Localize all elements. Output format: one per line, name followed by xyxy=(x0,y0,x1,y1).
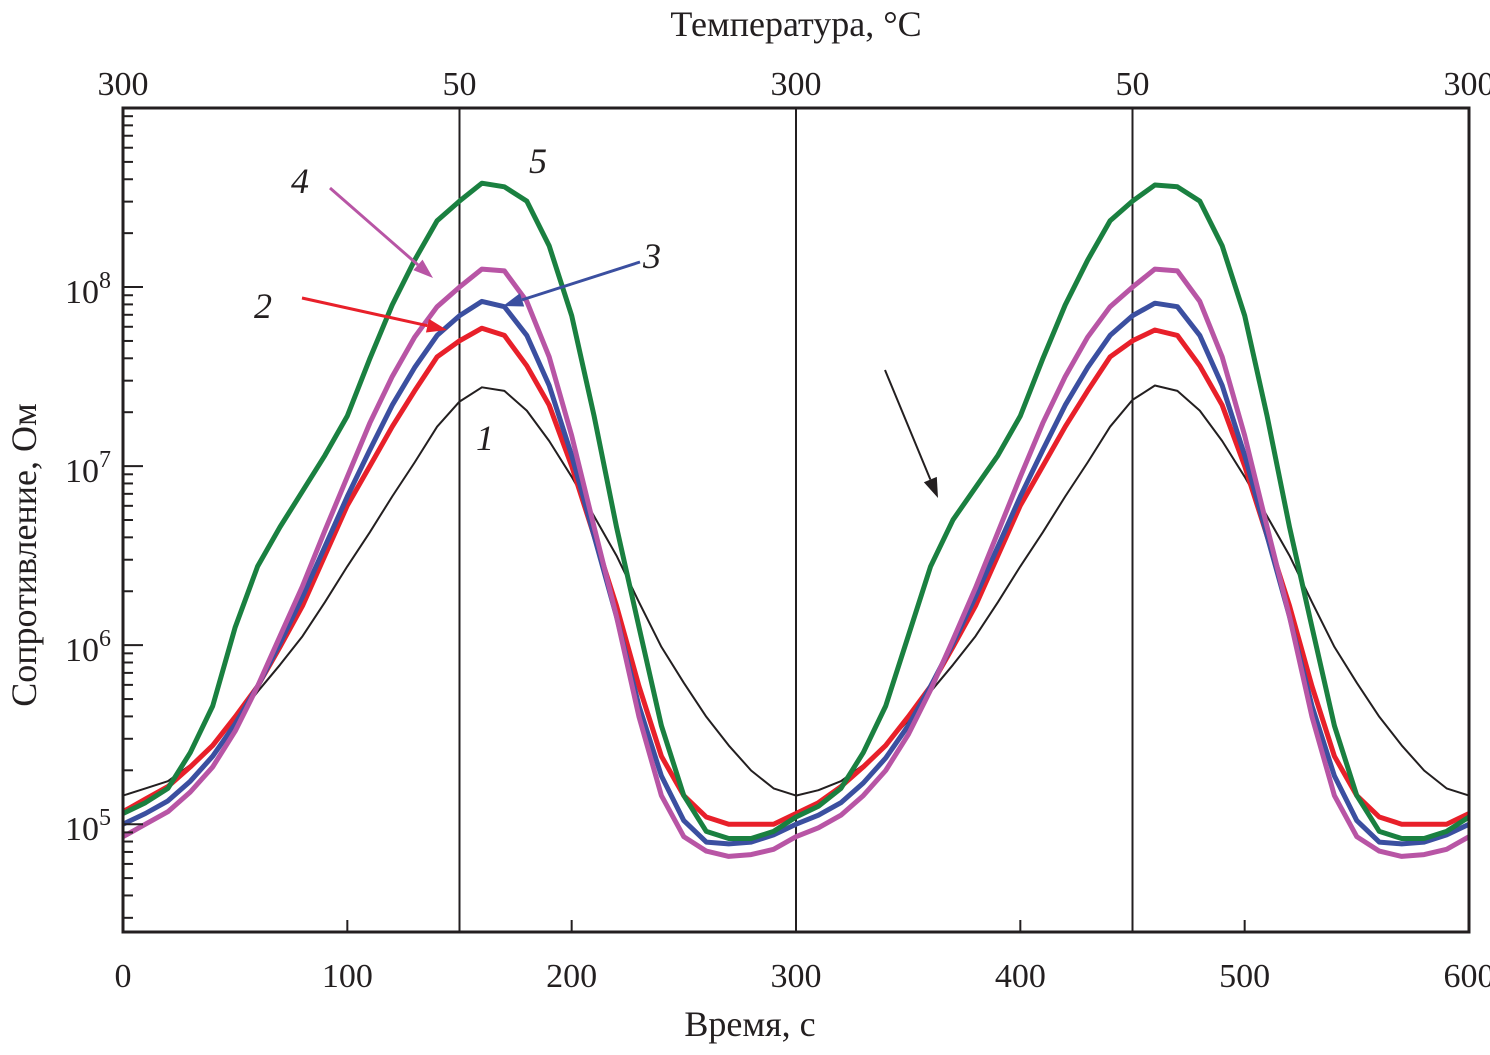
x-tick-label: 500 xyxy=(1219,958,1270,995)
x-tick-label: 200 xyxy=(546,958,597,995)
top-tick-label: 50 xyxy=(443,66,477,103)
curve-label-3: 3 xyxy=(642,236,661,276)
y-tick-label: 105 xyxy=(65,805,111,848)
arrow-curve-3 xyxy=(503,262,640,307)
x-tick-label: 100 xyxy=(322,958,373,995)
curve-label-5: 5 xyxy=(529,141,547,181)
x-tick-label: 600 xyxy=(1444,958,1490,995)
top-axis-title: Температура, °C xyxy=(670,4,921,44)
arrow-second-cycle xyxy=(885,370,938,498)
arrow-curve-2 xyxy=(302,298,447,333)
x-axis-title: Время, с xyxy=(684,1004,815,1044)
y-tick-label: 107 xyxy=(65,447,111,490)
curve-label-2: 2 xyxy=(254,286,272,326)
x-tick-label: 300 xyxy=(771,958,822,995)
top-tick-label: 50 xyxy=(1116,66,1150,103)
top-tick-label: 300 xyxy=(98,66,149,103)
y-tick-label: 106 xyxy=(65,626,111,669)
arrow-curve-4 xyxy=(330,188,433,278)
x-tick-label: 400 xyxy=(995,958,1046,995)
y-tick-label: 108 xyxy=(65,268,111,311)
curve-label-4: 4 xyxy=(291,161,309,201)
top-tick-label: 300 xyxy=(1444,66,1490,103)
top-tick-label: 300 xyxy=(771,66,822,103)
curve-label-1: 1 xyxy=(476,418,494,458)
y-axis-title: Сопротивление, Ом xyxy=(4,403,44,707)
x-tick-label: 0 xyxy=(115,958,132,995)
